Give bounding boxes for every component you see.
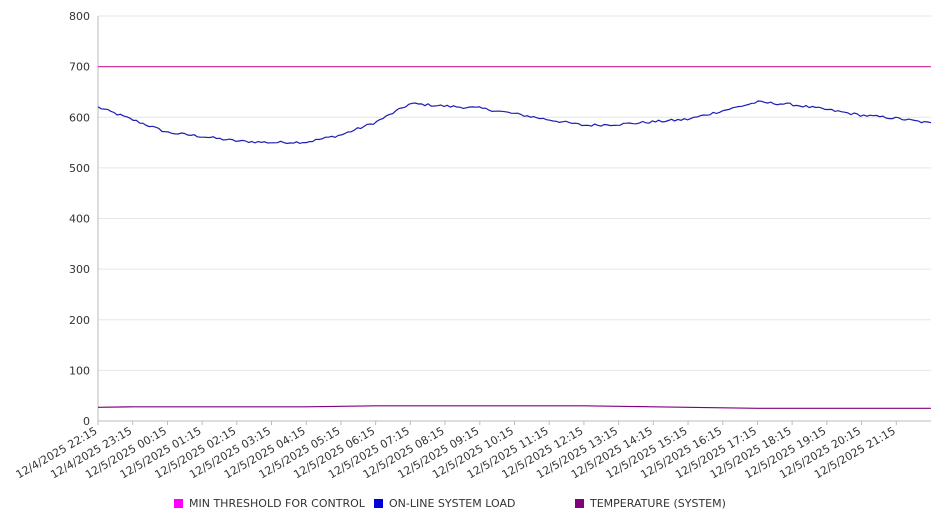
y-axis: 0 100 200 300 400 500 600 700 800 [69,10,99,428]
y-tick-label: 700 [69,61,90,74]
y-tick-label: 0 [83,415,90,428]
legend: MIN THRESHOLD FOR CONTROL ON-LINE SYSTEM … [0,497,946,515]
legend-item: MIN THRESHOLD FOR CONTROL [174,497,365,510]
legend-swatch [575,499,584,508]
legend-item: ON-LINE SYSTEM LOAD [374,497,515,510]
gridlines [98,15,931,422]
legend-swatch [174,499,183,508]
y-tick-label: 800 [69,10,90,23]
y-tick-label: 300 [69,263,90,276]
legend-label: ON-LINE SYSTEM LOAD [389,497,516,510]
y-tick-label: 100 [69,364,90,377]
legend-label: MIN THRESHOLD FOR CONTROL [189,497,365,510]
legend-item: TEMPERATURE (SYSTEM) [575,497,726,510]
y-tick-label: 400 [69,213,90,226]
y-tick-label: 500 [69,162,90,175]
y-tick-label: 200 [69,314,90,327]
series-line-temperature-system [97,405,931,409]
series-line-on-line-system-load [97,100,932,145]
legend-label: TEMPERATURE (SYSTEM) [590,497,726,510]
legend-swatch [374,499,383,508]
series-lines [97,66,932,409]
y-tick-label: 600 [69,111,90,124]
